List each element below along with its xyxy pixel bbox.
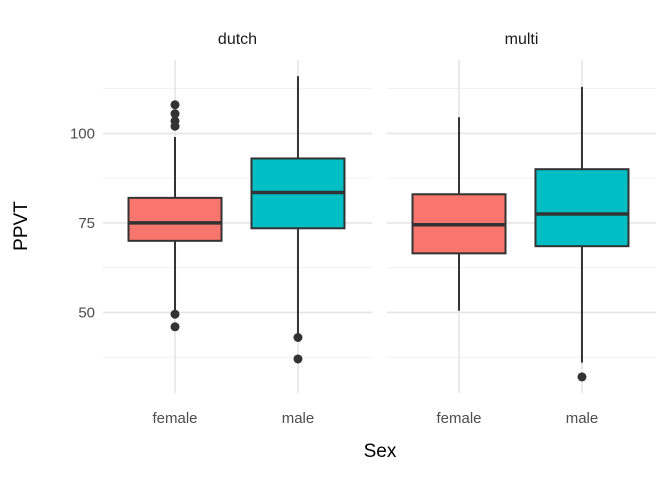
boxplot-multi-male-box bbox=[534, 168, 630, 248]
x-axis-title: Sex bbox=[363, 441, 397, 462]
boxplot-dutch-female-outlier bbox=[170, 109, 180, 119]
boxplot-multi-male-outlier bbox=[577, 372, 587, 382]
x-tick-label: female bbox=[436, 410, 481, 427]
x-tick-label: male bbox=[282, 410, 315, 427]
facet-label-multi: multi bbox=[504, 31, 539, 48]
x-tick-label: female bbox=[152, 410, 197, 427]
x-tick-label: male bbox=[566, 410, 599, 427]
boxplot-dutch-female-outlier bbox=[170, 309, 180, 319]
boxplot-dutch-female-outlier bbox=[170, 100, 180, 110]
boxplot-dutch-male-outlier bbox=[293, 354, 303, 364]
boxplot-dutch-female-box bbox=[127, 196, 223, 242]
y-tick-label: 100 bbox=[70, 125, 95, 142]
boxplot-dutch-female-outlier bbox=[170, 322, 180, 332]
y-tick-label: 50 bbox=[78, 304, 95, 321]
y-axis-title: PPVT bbox=[11, 201, 32, 251]
boxplot-dutch-male-outlier bbox=[293, 333, 303, 342]
boxplot-dutch-female-outlier bbox=[170, 121, 180, 131]
facet-label-dutch: dutch bbox=[217, 31, 258, 48]
y-tick-label: 75 bbox=[78, 215, 95, 232]
